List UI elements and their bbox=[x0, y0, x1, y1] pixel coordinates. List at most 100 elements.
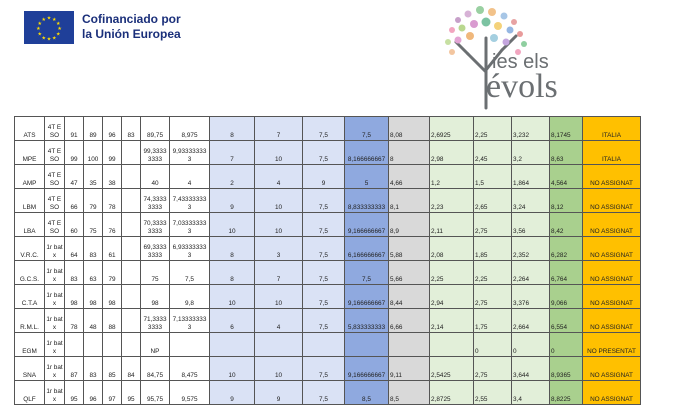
cell-course: 4T ESO bbox=[44, 164, 65, 189]
cell-grade-1: 99 bbox=[64, 140, 84, 165]
cell-assignment: ITALIA bbox=[582, 140, 641, 165]
cell-final-score: 4,564 bbox=[549, 164, 583, 189]
cell-grade-average-10: 7,133333333 bbox=[169, 308, 210, 333]
cell-grade-3: 88 bbox=[102, 308, 122, 333]
cell-score-b: 10 bbox=[254, 212, 303, 237]
cell-student-code: V.R.C. bbox=[14, 236, 45, 261]
cell-weighted-a: 2,14 bbox=[429, 308, 474, 333]
cell-student-code: EGM bbox=[14, 332, 45, 357]
cell-weighted-c: 3,232 bbox=[511, 116, 550, 141]
cell-weighted-c: 1,864 bbox=[511, 164, 550, 189]
cell-final-score: 8,12 bbox=[549, 188, 583, 213]
cell-weighted-a: 2,23 bbox=[429, 188, 474, 213]
cell-student-code: ATS bbox=[14, 116, 45, 141]
svg-text:★: ★ bbox=[52, 35, 57, 41]
table-row: LBM 4T ESO 66 79 78 74,33333333 7,433333333 9 10… bbox=[14, 188, 641, 213]
cell-score-c: 7,5 bbox=[302, 140, 345, 165]
cell-score-mean: 7,5 bbox=[344, 116, 389, 141]
cell-score-b bbox=[254, 332, 303, 357]
cell-grade-3: 97 bbox=[102, 380, 122, 405]
cell-score-total: 8,08 bbox=[388, 116, 430, 141]
svg-text:★: ★ bbox=[38, 21, 43, 27]
cell-weighted-c: 2,664 bbox=[511, 308, 550, 333]
cell-weighted-a: 2,08 bbox=[429, 236, 474, 261]
page-header: ★ ★ ★ ★ ★ ★ ★ ★ ★ ★ ★ ★ Cofinanciado por… bbox=[0, 0, 673, 112]
cell-grade-average: 70,33333333 bbox=[140, 212, 170, 237]
cell-weighted-c: 3,4 bbox=[511, 380, 550, 405]
cell-score-b: 10 bbox=[254, 284, 303, 309]
cell-final-score: 8,9365 bbox=[549, 356, 583, 381]
cell-course: 1r batx bbox=[44, 284, 65, 309]
cell-weighted-a: 2,11 bbox=[429, 212, 474, 237]
cell-grade-average-10: 4 bbox=[169, 164, 210, 189]
cell-assignment: NO ASSIGNAT bbox=[582, 380, 641, 405]
cell-score-total: 4,66 bbox=[388, 164, 430, 189]
cell-score-c: 7,5 bbox=[302, 380, 345, 405]
cell-student-code: G.C.S. bbox=[14, 260, 45, 285]
table-row: G.C.S. 1r batx 83 63 79 75 7,5 8 7 7,5 7,5 5,66 2,25… bbox=[14, 260, 641, 285]
cell-grade-3: 79 bbox=[102, 260, 122, 285]
table-row: SNA 1r batx 87 83 85 84 84,75 8,475 10 10 7,5 9,166… bbox=[14, 356, 641, 381]
cell-assignment: NO ASSIGNAT bbox=[582, 356, 641, 381]
cell-grade-average: NP bbox=[140, 332, 170, 357]
cell-grade-4 bbox=[121, 236, 141, 261]
cell-grade-average: 98 bbox=[140, 284, 170, 309]
cell-grade-average-10: 9,575 bbox=[169, 380, 210, 405]
cell-weighted-a: 1,2 bbox=[429, 164, 474, 189]
cell-grade-average: 74,33333333 bbox=[140, 188, 170, 213]
cell-score-a: 2 bbox=[209, 164, 255, 189]
cell-grade-average-10: 9,933333333 bbox=[169, 140, 210, 165]
cell-score-a: 8 bbox=[209, 116, 255, 141]
eu-cofinancing-text: Cofinanciado por la Unión Europea bbox=[82, 12, 242, 42]
cell-score-b: 10 bbox=[254, 356, 303, 381]
cell-score-total: 8,1 bbox=[388, 188, 430, 213]
cell-score-b: 4 bbox=[254, 308, 303, 333]
cell-score-mean: 6,166666667 bbox=[344, 236, 389, 261]
cell-weighted-c: 3,24 bbox=[511, 188, 550, 213]
cell-grade-3: 85 bbox=[102, 356, 122, 381]
cell-weighted-a: 2,5425 bbox=[429, 356, 474, 381]
cell-grade-2: 75 bbox=[83, 212, 103, 237]
table-row: C.T.A 1r batx 98 98 98 98 9,8 10 10 7,5 9,16666666… bbox=[14, 284, 641, 309]
eu-text-line1: Cofinanciado por bbox=[82, 12, 181, 26]
cell-score-c bbox=[302, 332, 345, 357]
cell-weighted-b: 2,75 bbox=[473, 212, 512, 237]
cell-assignment: ITALIA bbox=[582, 116, 641, 141]
cell-weighted-b: 0 bbox=[473, 332, 512, 357]
cell-course: 1r batx bbox=[44, 332, 65, 357]
cell-score-mean bbox=[344, 332, 389, 357]
cell-score-b: 10 bbox=[254, 140, 303, 165]
cell-weighted-a: 2,98 bbox=[429, 140, 474, 165]
table-row: ATS 4T ESO 91 89 96 83 89,75 8,975 8 7 7,5 7,5 8,08 2… bbox=[14, 116, 641, 141]
logo-text-ies-els: ies els bbox=[492, 51, 549, 73]
cell-grade-average: 71,33333333 bbox=[140, 308, 170, 333]
cell-weighted-a: 2,8725 bbox=[429, 380, 474, 405]
cell-weighted-b: 1,75 bbox=[473, 308, 512, 333]
svg-text:★: ★ bbox=[41, 17, 46, 23]
table-row: MPE 4T ESO 99 100 99 99,33333333 9,933333333 7 1… bbox=[14, 140, 641, 165]
cell-grade-average: 75 bbox=[140, 260, 170, 285]
cell-final-score: 6,282 bbox=[549, 236, 583, 261]
cell-weighted-a: 2,94 bbox=[429, 284, 474, 309]
cell-score-a: 10 bbox=[209, 284, 255, 309]
cell-weighted-b: 2,25 bbox=[473, 116, 512, 141]
svg-text:★: ★ bbox=[56, 31, 61, 37]
cell-score-c: 7,5 bbox=[302, 356, 345, 381]
cell-grade-average: 95,75 bbox=[140, 380, 170, 405]
cell-grade-2: 35 bbox=[83, 164, 103, 189]
cell-score-a: 8 bbox=[209, 236, 255, 261]
cell-score-total: 8,44 bbox=[388, 284, 430, 309]
cell-grade-2: 48 bbox=[83, 308, 103, 333]
cell-score-mean: 9,166666667 bbox=[344, 212, 389, 237]
table-row: V.R.C. 1r batx 64 83 61 69,33333333 6,93333333… bbox=[14, 236, 641, 261]
cell-weighted-b: 2,75 bbox=[473, 356, 512, 381]
cell-grade-3 bbox=[102, 332, 122, 357]
eu-text-line2: la Unión Europea bbox=[82, 27, 181, 41]
cell-final-score: 8,1745 bbox=[549, 116, 583, 141]
cell-weighted-b: 1,85 bbox=[473, 236, 512, 261]
cell-grade-1: 83 bbox=[64, 260, 84, 285]
cell-grade-2: 83 bbox=[83, 356, 103, 381]
cell-score-mean: 5 bbox=[344, 164, 389, 189]
cell-student-code: QLF bbox=[14, 380, 45, 405]
cell-student-code: LBA bbox=[14, 212, 45, 237]
